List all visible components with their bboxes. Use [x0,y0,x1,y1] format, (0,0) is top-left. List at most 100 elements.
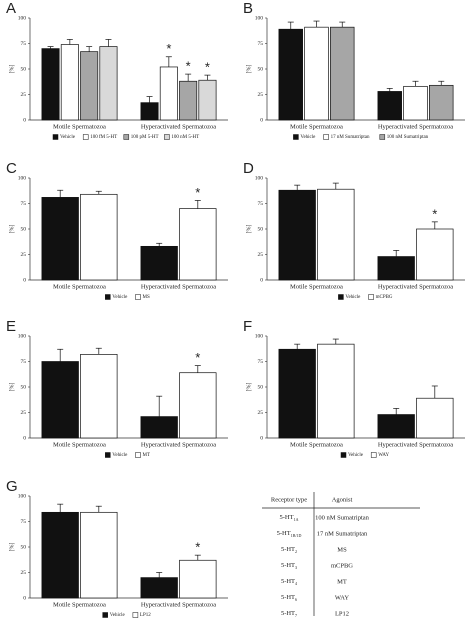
x-tick-label: Hyperactivated Spermatozoa [141,441,216,448]
receptor-subscript: 7 [295,613,297,618]
error-bar [431,385,438,399]
x-tick-label: Motile Spermatozoa [53,601,106,608]
x-tick-label: Hyperactivated Spermatozoa [378,283,453,290]
error-bar [332,182,339,190]
panel-label: E [6,318,16,335]
receptor-subscript: 4 [295,581,297,586]
legend-swatch [82,134,89,140]
legend-swatch [135,294,141,300]
y-tick-label: 0 [260,117,263,123]
error-bar [95,190,102,195]
bar [80,354,118,439]
bar [278,28,303,121]
bar [80,193,118,281]
panel-label: F [243,318,252,335]
y-axis-label: [%] [9,383,15,392]
panel-label: D [243,160,254,177]
legend-label: mCPBG [376,295,393,300]
error-bar [57,189,64,198]
bar [60,44,79,121]
legend-label: 100 pM 5-HT [131,135,159,140]
y-axis-label: [%] [9,543,15,552]
significance-marker: * [195,540,200,555]
legend-swatch [102,612,108,618]
receptor-name: 5-HT [281,594,295,601]
legend-swatch [368,294,374,300]
bar [41,48,60,121]
bar [330,26,355,121]
y-tick-label: 75 [21,359,27,365]
bar [317,343,355,439]
error-bar [294,343,301,350]
y-tick-label: 50 [21,66,27,72]
y-tick-label: 25 [258,92,264,98]
legend-swatch [340,452,347,458]
y-tick-label: 75 [21,519,27,525]
receptor-type: 5-HT1B/1D [277,530,302,537]
y-tick-label: 25 [258,410,264,416]
bar [304,26,329,121]
legend-label: LP12 [140,613,151,618]
significance-marker: * [195,350,200,365]
error-bar [105,39,112,47]
error-bar [204,74,211,81]
y-tick-label: 50 [21,226,27,232]
y-tick-label: 75 [258,41,264,47]
receptor-type: 5-HT6 [281,594,297,601]
bar [80,51,99,121]
error-bar [66,39,73,45]
legend-label: 100 nM 5-HT [171,135,199,140]
legend-swatch [123,134,130,140]
bar [278,189,316,281]
legend-label: Vehicle [60,135,76,140]
bar [80,511,118,599]
y-tick-label: 100 [18,333,27,339]
legend-swatch [105,294,111,300]
y-tick-label: 25 [258,252,264,258]
y-tick-label: 75 [21,41,27,47]
legend-label: Vehicle [110,613,126,618]
panel-label: C [6,160,17,177]
legend-label: MT [143,453,151,458]
significance-marker: * [166,41,171,56]
receptor-name: 5-HT [281,546,295,553]
y-axis-label: [%] [246,225,252,234]
legend-label: Vehicle [112,453,128,458]
error-bar [431,221,438,229]
legend-swatch [135,452,141,458]
bar [41,511,79,599]
error-bar [185,73,192,82]
bar [179,559,217,599]
bar [179,372,217,439]
error-bar [438,80,445,86]
x-tick-label: Hyperactivated Spermatozoa [141,601,216,608]
legend-swatch [164,134,170,140]
y-tick-label: 50 [258,384,264,390]
y-tick-label: 100 [255,333,264,339]
error-bar [165,56,172,67]
bar [317,188,355,281]
bar [140,245,178,281]
error-bar [146,96,153,103]
y-tick-label: 0 [23,277,26,283]
bar [179,208,217,281]
bar [403,85,428,121]
legend-swatch [338,294,344,300]
legend-label: 100 fM 5-HT [90,135,117,140]
bar [416,228,454,281]
bar [140,102,159,121]
error-bar [95,505,102,513]
error-bar [393,250,400,257]
y-tick-label: 50 [258,226,264,232]
agonist: 17 nM Sumatriptan [317,530,368,537]
significance-marker: * [205,60,210,75]
y-axis-label: [%] [246,65,252,74]
receptor-type: 5-HT7 [281,610,297,617]
receptor-name: 5-HT [280,514,294,521]
y-tick-label: 0 [260,277,263,283]
x-tick-label: Hyperactivated Spermatozoa [378,441,453,448]
error-bar [57,348,64,362]
error-bar [156,572,163,578]
receptor-subscript: 6 [295,597,297,602]
legend-swatch [52,134,59,140]
